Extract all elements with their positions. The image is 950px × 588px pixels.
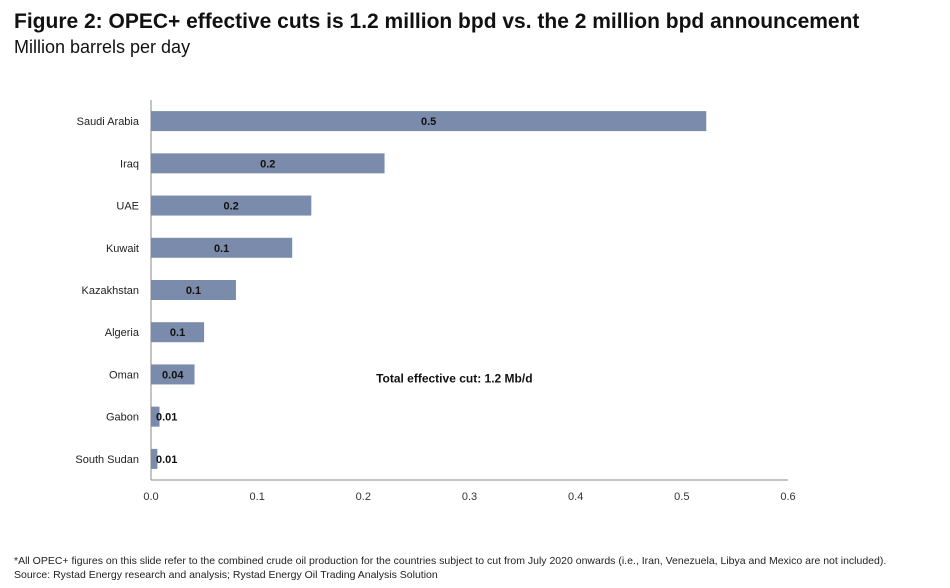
bar <box>151 322 205 343</box>
data-label: 0.2 <box>224 201 239 213</box>
bar <box>151 364 195 385</box>
bar <box>151 280 236 300</box>
chart-title: Figure 2: OPEC+ effective cuts is 1.2 mi… <box>14 10 860 33</box>
bar <box>151 153 385 174</box>
x-tick-label: 0.5 <box>674 491 689 503</box>
data-label: 0.1 <box>186 285 201 297</box>
data-label: 0.5 <box>421 116 436 128</box>
category-label: Saudi Arabia <box>77 116 140 128</box>
x-tick-label: 0.6 <box>780 491 795 503</box>
x-tick-label: 0.4 <box>568 491 583 503</box>
category-label: UAE <box>116 201 139 213</box>
x-tick-label: 0.2 <box>356 491 371 503</box>
bar <box>151 195 312 216</box>
category-label: Kuwait <box>106 243 139 255</box>
category-label: Kazakhstan <box>82 285 139 297</box>
category-label: South Sudan <box>75 454 139 466</box>
footnote: *All OPEC+ figures on this slide refer t… <box>14 555 887 581</box>
bar <box>151 448 158 469</box>
x-tick-label: 0.3 <box>462 491 477 503</box>
bar <box>151 111 707 132</box>
annotation: Total effective cut: 1.2 Mb/d <box>376 371 532 385</box>
category-label: Algeria <box>105 327 140 339</box>
data-label: 0.04 <box>162 369 184 381</box>
x-tick-label: 0.0 <box>143 491 158 503</box>
category-label: Oman <box>109 369 139 381</box>
bar <box>151 406 160 427</box>
chart-subtitle: Million barrels per day <box>14 37 191 57</box>
data-label: 0.1 <box>214 243 229 255</box>
category-label: Gabon <box>106 412 139 424</box>
bar <box>151 237 293 258</box>
data-label: 0.1 <box>170 327 185 339</box>
category-label: Iraq <box>120 158 139 170</box>
x-tick-label: 0.1 <box>250 491 265 503</box>
data-label: 0.01 <box>156 454 177 466</box>
data-label: 0.2 <box>260 158 275 170</box>
data-label: 0.01 <box>156 412 177 424</box>
